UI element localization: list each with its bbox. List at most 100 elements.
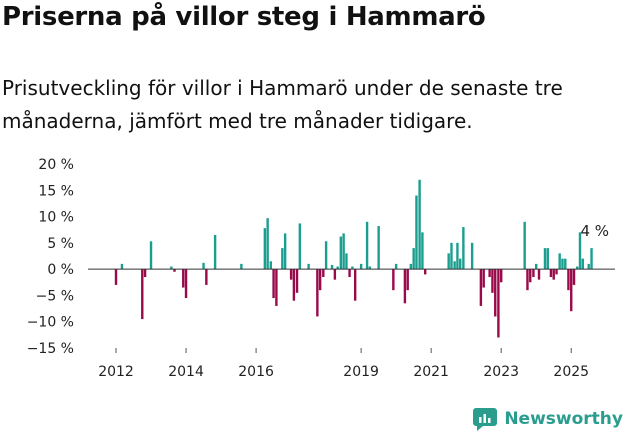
- bar-positive: [342, 233, 345, 270]
- bar-negative: [555, 269, 558, 275]
- bar-positive: [377, 226, 380, 270]
- bar-positive: [351, 266, 354, 270]
- bar-positive: [336, 266, 339, 270]
- bar-negative: [570, 269, 573, 312]
- bar-positive: [368, 266, 372, 270]
- bar-positive: [412, 248, 415, 270]
- bar-positive: [240, 263, 243, 270]
- bar-negative: [572, 269, 576, 285]
- bar-negative: [526, 269, 529, 291]
- bar-positive: [462, 227, 465, 270]
- bar-negative: [488, 269, 491, 278]
- bar-positive: [269, 261, 272, 270]
- bar-positive: [283, 233, 287, 270]
- bar-positive: [281, 248, 284, 270]
- y-tick-label: 0 %: [47, 262, 74, 278]
- bar-positive: [535, 263, 538, 270]
- bar-positive: [202, 262, 205, 270]
- x-tick-label: 2014: [168, 364, 204, 380]
- bar-positive: [324, 241, 328, 270]
- bar-negative: [295, 269, 299, 293]
- y-tick-label: 10 %: [38, 210, 74, 226]
- bar-negative: [272, 269, 275, 299]
- bar-negative: [529, 269, 532, 283]
- bar-negative: [499, 269, 503, 283]
- brand-name: Newsworthy: [504, 409, 623, 429]
- bar-positive: [561, 258, 564, 270]
- bar-positive: [394, 263, 398, 270]
- bar-negative: [333, 269, 337, 280]
- bar-negative: [406, 269, 409, 291]
- chart-subtitle: Prisutveckling för villor i Hammarö unde…: [2, 76, 563, 133]
- bar-positive: [459, 258, 462, 270]
- newsworthy-logo-icon: [473, 408, 498, 431]
- bar-negative: [292, 269, 296, 301]
- bar-negative: [537, 269, 541, 280]
- x-tick-label: 2021: [413, 364, 449, 380]
- y-tick-label: −15 %: [27, 341, 74, 357]
- bar-negative: [479, 269, 483, 306]
- bar-negative: [275, 269, 278, 306]
- brand-logo: Newsworthy: [472, 407, 623, 431]
- bar-positive: [339, 236, 343, 270]
- y-tick-label: −5 %: [36, 288, 74, 304]
- bar-negative: [491, 269, 494, 293]
- bar-positive: [359, 263, 363, 270]
- bar-positive: [120, 263, 124, 270]
- bar-positive: [590, 248, 593, 270]
- bar-positive: [587, 263, 590, 270]
- bar-positive: [450, 242, 453, 270]
- bar-negative: [549, 269, 553, 278]
- y-tick-label: −10 %: [27, 315, 74, 331]
- bar-positive: [558, 253, 561, 270]
- bar-negative: [316, 269, 319, 317]
- bar-positive: [409, 263, 413, 270]
- bar-positive: [307, 263, 310, 270]
- bar-negative: [182, 269, 185, 288]
- bar-positive: [523, 221, 526, 270]
- bar-negative: [403, 269, 407, 304]
- bar-positive: [575, 266, 579, 270]
- bar-positive: [470, 242, 474, 270]
- bar-positive: [564, 258, 567, 270]
- chart-title: Priserna på villor steg i Hammarö: [2, 2, 486, 32]
- bar-positive: [418, 179, 421, 270]
- bar-negative: [184, 269, 188, 299]
- y-tick-label: 5 %: [47, 236, 74, 252]
- bar-positive: [543, 248, 547, 270]
- bar-positive: [421, 232, 424, 270]
- bar-positive: [456, 242, 459, 270]
- bar-negative: [289, 269, 293, 280]
- bar-negative: [424, 269, 427, 275]
- x-tick-label: 2023: [483, 364, 519, 380]
- y-tick-label: 20 %: [38, 157, 74, 173]
- x-tick-label: 2025: [553, 364, 589, 380]
- bar-negative: [497, 269, 500, 338]
- bar-negative: [392, 269, 395, 291]
- bar-positive: [546, 248, 549, 270]
- bar-negative: [114, 269, 118, 285]
- bar-negative: [552, 269, 555, 280]
- bar-positive: [453, 261, 456, 270]
- bar-positive: [581, 258, 584, 270]
- bar-negative: [205, 269, 208, 285]
- bar-negative: [353, 269, 357, 301]
- bar-negative: [143, 269, 147, 278]
- bar-negative: [494, 269, 497, 317]
- bar-negative: [173, 269, 176, 272]
- bar-positive: [415, 195, 418, 270]
- bar-negative: [567, 269, 570, 291]
- bar-positive: [298, 223, 302, 270]
- bar-positive: [266, 218, 269, 270]
- bar-negative: [318, 269, 322, 291]
- bar-positive: [213, 234, 217, 270]
- bar-positive: [149, 241, 153, 270]
- annotation-label: 4 %: [580, 222, 609, 240]
- bar-negative: [348, 269, 351, 278]
- bar-positive: [263, 228, 267, 270]
- bar-negative: [141, 269, 144, 320]
- bar-negative: [482, 269, 485, 288]
- y-tick-label: 15 %: [38, 183, 74, 199]
- bar-positive: [170, 266, 173, 270]
